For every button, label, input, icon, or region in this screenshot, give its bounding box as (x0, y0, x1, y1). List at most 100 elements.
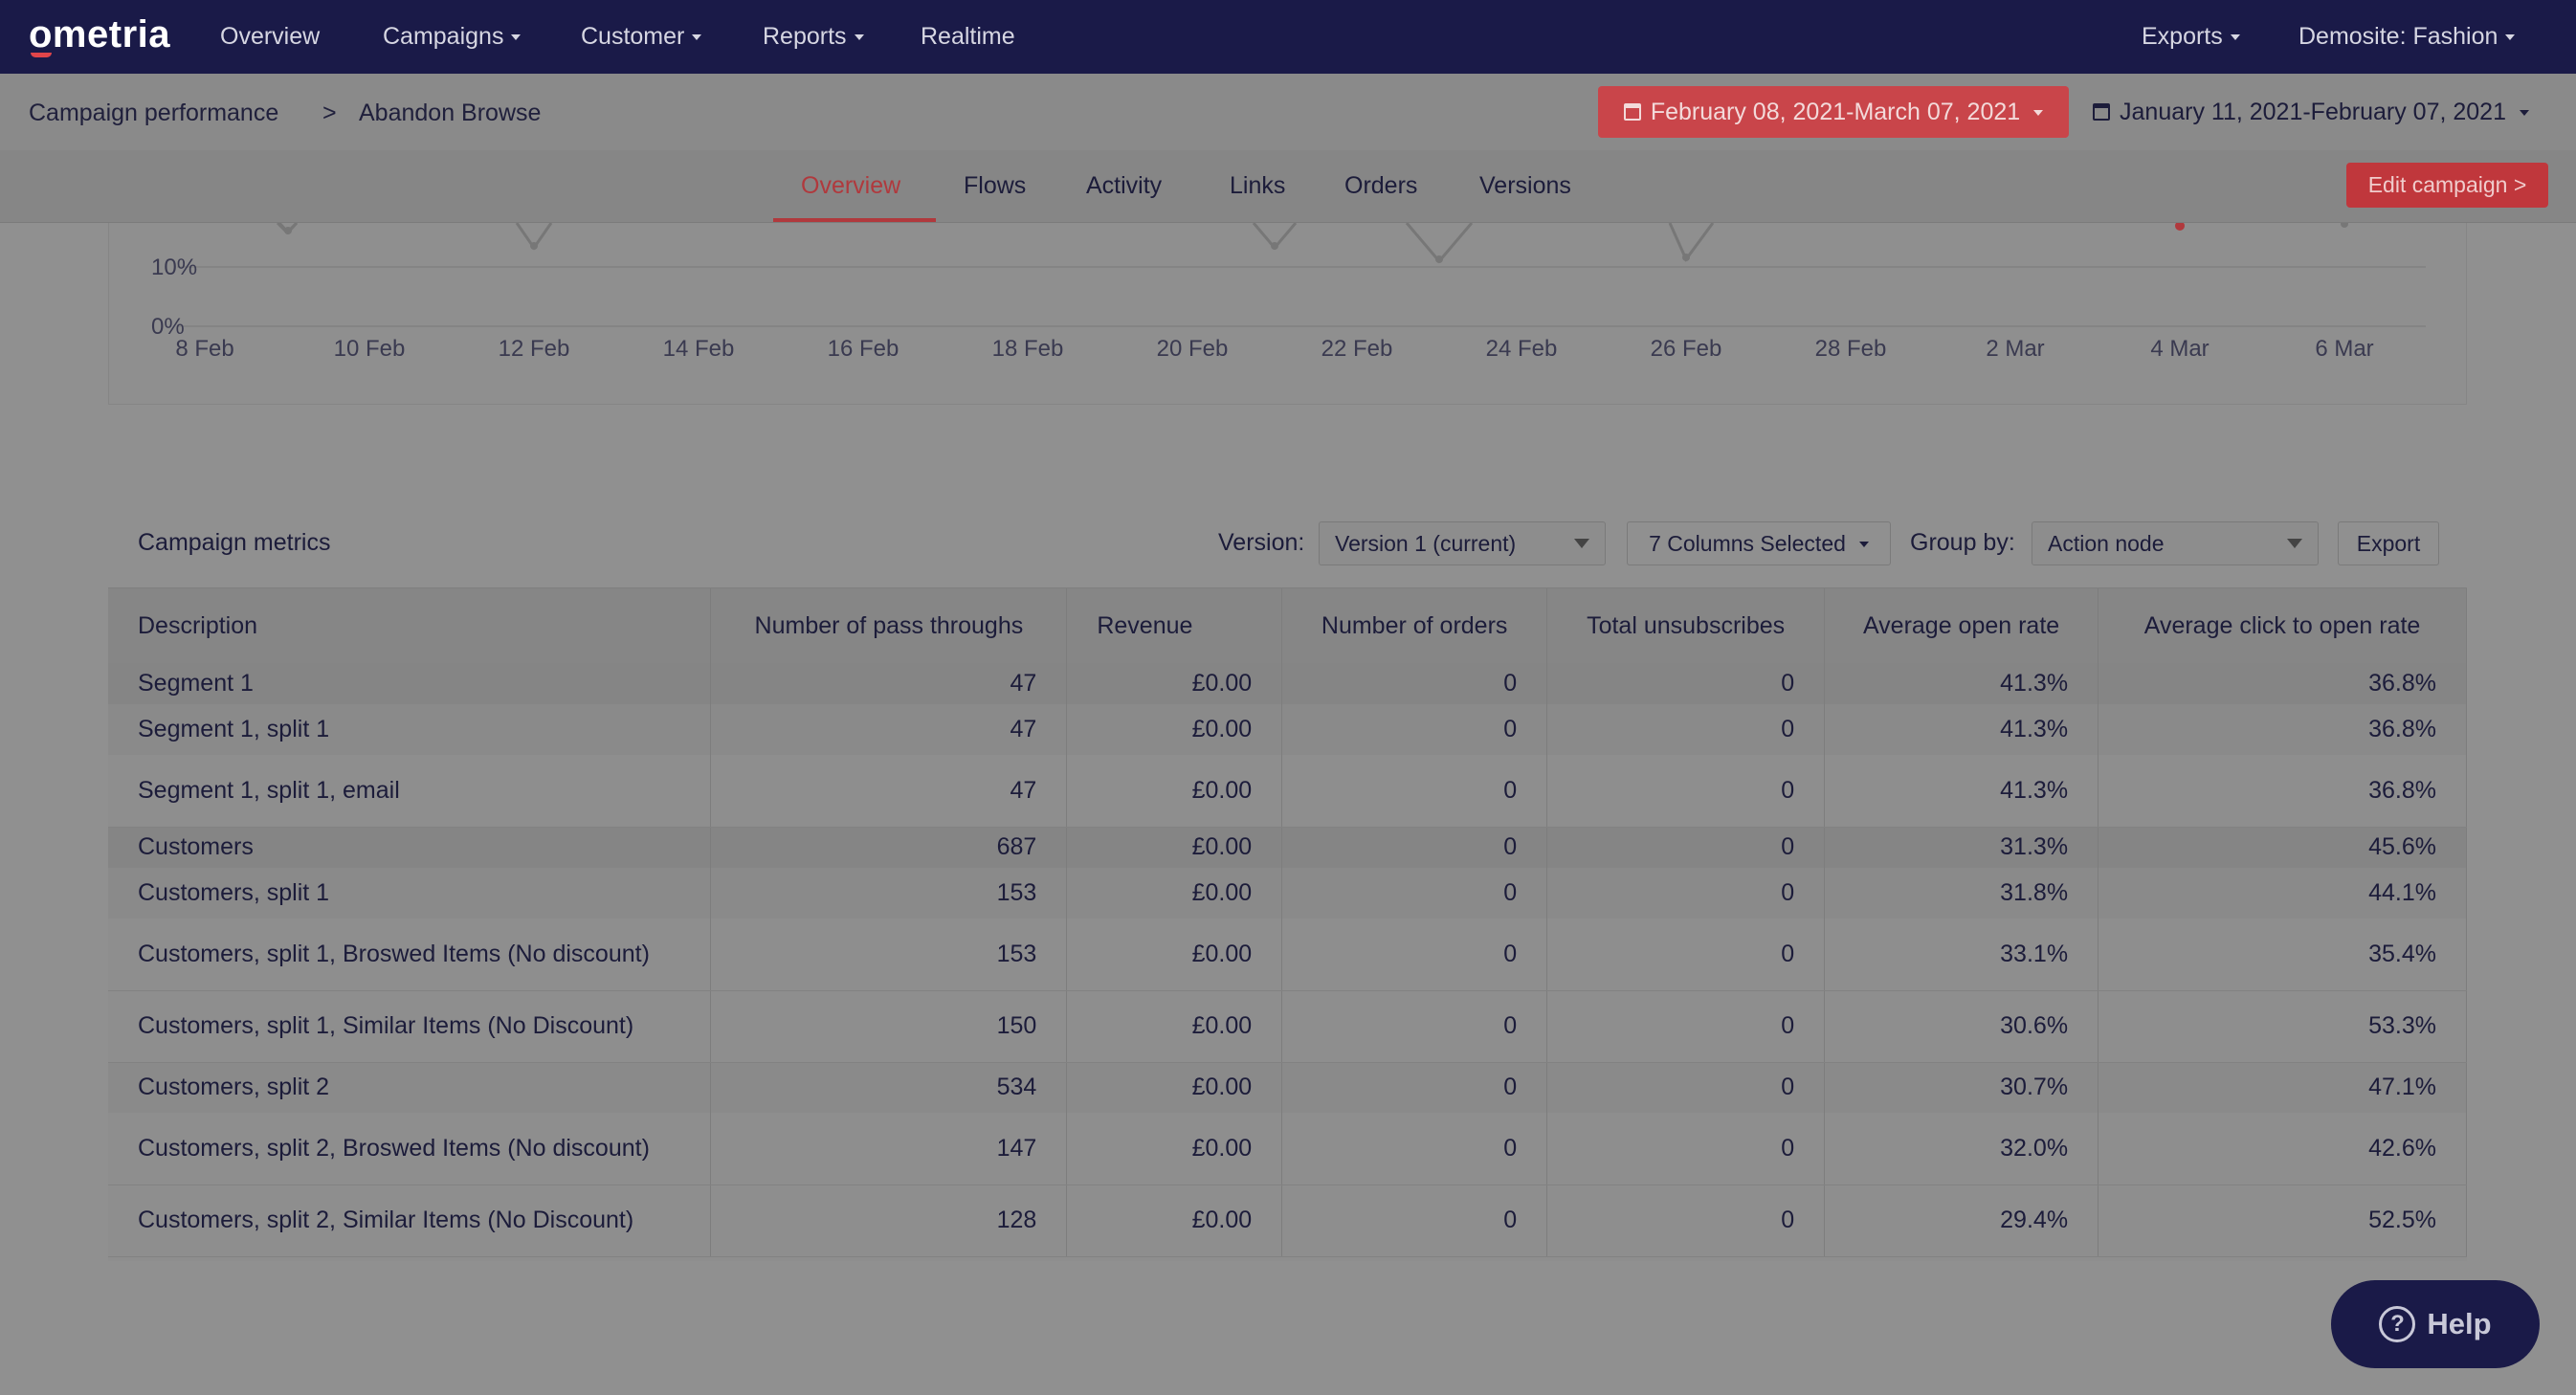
table-cell: 0 (1546, 755, 1826, 828)
column-header[interactable]: Average open rate (1824, 588, 2099, 663)
table-row[interactable]: Customers, split 1, Broswed Items (No di… (108, 919, 2467, 991)
table-cell: 32.0% (1824, 1113, 2099, 1185)
breadcrumb-current: Abandon Browse (359, 100, 542, 126)
nav-exports-label: Exports (2142, 23, 2223, 50)
calendar-icon (2093, 103, 2111, 121)
table-row[interactable]: Segment 1, split 1, email 47 £0.00 0 0 41.3% 3… (108, 755, 2467, 828)
table-cell: 0 (1281, 755, 1548, 828)
table-cell: £0.00 (1066, 663, 1283, 704)
columns-selector[interactable]: 7 Columns Selected (1627, 521, 1891, 565)
help-label: Help (2427, 1307, 2492, 1340)
breadcrumb-parent[interactable]: Campaign performance (29, 100, 279, 126)
help-button[interactable]: ? Help (2331, 1280, 2540, 1368)
table-cell: 36.8% (2098, 755, 2467, 828)
column-header[interactable]: Number of pass throughs (710, 588, 1068, 663)
row-description: Customers, split 1 (108, 868, 712, 919)
nav-campaigns[interactable]: Campaigns (383, 23, 521, 51)
table-row[interactable]: Segment 1 47 £0.00 0 0 41.3% 36.8% (108, 663, 2467, 704)
table-cell: £0.00 (1066, 919, 1283, 991)
tab-orders[interactable]: Orders (1344, 172, 1418, 199)
table-row[interactable]: Customers, split 2, Broswed Items (No di… (108, 1113, 2467, 1185)
date-range-current: February 08, 2021-March 07, 2021 (1650, 98, 2021, 125)
dropdown-arrow-icon (2287, 539, 2302, 548)
table-cell: 150 (710, 990, 1068, 1063)
tab-links[interactable]: Links (1230, 172, 1286, 199)
table-cell: 0 (1546, 1062, 1826, 1113)
ometria-logo[interactable]: ometria (29, 13, 170, 56)
group-by-label: Group by: (1910, 529, 2015, 556)
nav-reports-label: Reports (763, 23, 847, 50)
tab-versions[interactable]: Versions (1479, 172, 1571, 199)
x-tick-label: 4 Mar (2150, 336, 2209, 362)
table-row[interactable]: Customers 687 £0.00 0 0 31.3% 45.6% (108, 827, 2467, 868)
table-cell: 0 (1546, 704, 1826, 755)
row-description: Customers, split 2, Broswed Items (No di… (108, 1113, 712, 1185)
subheader (0, 74, 2576, 150)
compare-range-picker[interactable]: January 11, 2021-February 07, 2021 (2086, 86, 2536, 138)
edit-campaign-button[interactable]: Edit campaign > (2346, 163, 2548, 208)
row-description: Customers, split 2, Similar Items (No Di… (108, 1185, 712, 1257)
table-cell: 29.4% (1824, 1185, 2099, 1257)
table-cell: 0 (1281, 663, 1548, 704)
table-cell: £0.00 (1066, 755, 1283, 828)
nav-campaigns-label: Campaigns (383, 23, 504, 50)
table-cell: 0 (1281, 827, 1548, 868)
row-description: Customers (108, 827, 712, 868)
x-tick-label: 24 Feb (1486, 336, 1558, 362)
tab-overview[interactable]: Overview (801, 172, 901, 199)
table-cell: 41.3% (1824, 704, 2099, 755)
column-header[interactable]: Average click to open rate (2098, 588, 2467, 663)
table-cell: 0 (1281, 1113, 1548, 1185)
table-row[interactable]: Customers, split 2, Similar Items (No Di… (108, 1185, 2467, 1257)
data-point (530, 242, 538, 250)
nav-overview[interactable]: Overview (220, 23, 321, 50)
question-icon: ? (2379, 1306, 2416, 1342)
table-cell: 0 (1281, 868, 1548, 919)
column-header[interactable]: Total unsubscribes (1546, 588, 1826, 663)
performance-chart: 10% 0% 8 Feb 10 Feb 12 Feb 14 Feb 16 Feb 18 Fe… (151, 223, 2426, 362)
table-cell: 41.3% (1824, 755, 2099, 828)
table-row[interactable]: Customers, split 1, Similar Items (No Di… (108, 990, 2467, 1063)
table-cell: 35.4% (2098, 919, 2467, 991)
export-button[interactable]: Export (2338, 521, 2439, 565)
nav-realtime[interactable]: Realtime (921, 23, 1015, 50)
row-description: Customers, split 2 (108, 1062, 712, 1113)
table-cell: 153 (710, 868, 1068, 919)
table-cell: 687 (710, 827, 1068, 868)
tab-activity[interactable]: Activity (1086, 172, 1163, 199)
row-description: Customers, split 1, Similar Items (No Di… (108, 990, 712, 1063)
table-cell: 0 (1546, 919, 1826, 991)
table-cell: 31.8% (1824, 868, 2099, 919)
table-cell: 41.3% (1824, 663, 2099, 704)
table-cell: 147 (710, 1113, 1068, 1185)
tab-flows[interactable]: Flows (964, 172, 1027, 199)
table-cell: 44.1% (2098, 868, 2467, 919)
metrics-title: Campaign metrics (138, 529, 331, 556)
version-label: Version: (1218, 529, 1305, 556)
nav-reports[interactable]: Reports (763, 23, 864, 51)
columns-selector-label: 7 Columns Selected (1649, 530, 1846, 556)
table-cell: 47 (710, 663, 1068, 704)
data-point (1435, 255, 1443, 263)
logo-text: ometria (29, 13, 170, 55)
date-range-picker[interactable]: February 08, 2021-March 07, 2021 (1598, 86, 2069, 138)
nav-exports[interactable]: Exports (2142, 23, 2240, 51)
column-header[interactable]: Revenue (1066, 588, 1283, 663)
table-cell: £0.00 (1066, 1185, 1283, 1257)
table-row[interactable]: Customers, split 2 534 £0.00 0 0 30.7% 47.1% (108, 1062, 2467, 1113)
group-by-select-value: Action node (2048, 530, 2165, 556)
version-select[interactable]: Version 1 (current) (1319, 521, 1606, 565)
nav-customer[interactable]: Customer (581, 23, 701, 51)
table-row[interactable]: Customers, split 1 153 £0.00 0 0 31.8% 44.1% (108, 868, 2467, 919)
data-point-highlight (2175, 223, 2185, 231)
group-by-select[interactable]: Action node (2032, 521, 2319, 565)
nav-site-selector[interactable]: Demosite: Fashion (2298, 23, 2515, 51)
table-cell: 0 (1281, 1062, 1548, 1113)
table-row[interactable]: Segment 1, split 1 47 £0.00 0 0 41.3% 36.8% (108, 704, 2467, 755)
version-select-value: Version 1 (current) (1335, 530, 1517, 556)
table-cell: 0 (1281, 919, 1548, 991)
table-cell: 0 (1281, 1185, 1548, 1257)
column-header[interactable]: Number of orders (1281, 588, 1548, 663)
table-cell: 0 (1281, 704, 1548, 755)
column-header[interactable]: Description (108, 588, 712, 663)
